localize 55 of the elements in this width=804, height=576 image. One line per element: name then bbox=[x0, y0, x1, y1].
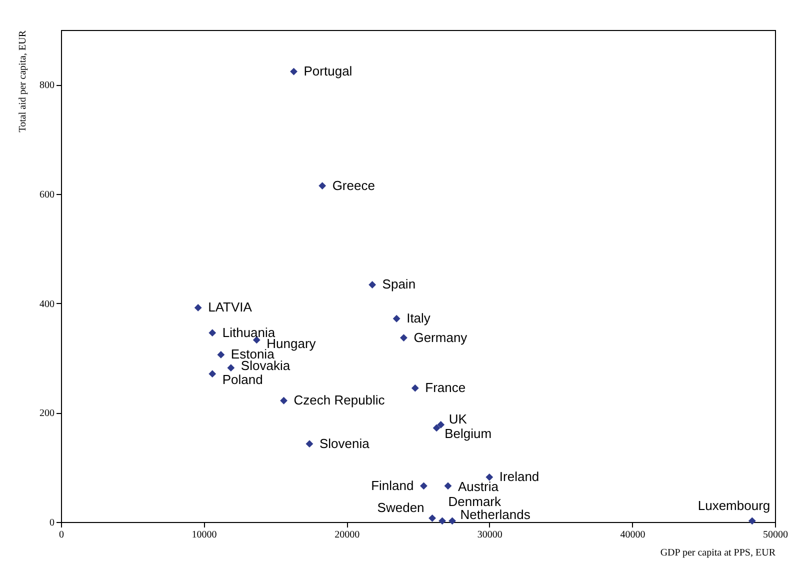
point bbox=[306, 440, 314, 448]
x-tick-label: 20000 bbox=[334, 530, 360, 540]
point bbox=[290, 68, 298, 76]
point bbox=[194, 304, 202, 312]
annotation: Lithuania bbox=[222, 324, 276, 340]
annotation: LATVIA bbox=[208, 300, 252, 315]
point bbox=[400, 334, 408, 342]
point bbox=[486, 473, 494, 481]
point bbox=[438, 517, 446, 525]
point bbox=[227, 364, 235, 372]
point bbox=[217, 351, 225, 358]
annotation: Poland bbox=[222, 372, 263, 387]
y-axis-title: Total aid per capita, EUR bbox=[18, 30, 28, 132]
x-axis-title: GDP per capita at PPS, EUR bbox=[660, 548, 776, 558]
point bbox=[428, 514, 436, 522]
point bbox=[208, 329, 216, 337]
point bbox=[748, 517, 756, 525]
x-tick-label: 50000 bbox=[763, 530, 788, 540]
annotation: Slovenia bbox=[319, 436, 370, 451]
y-tick-label: 400 bbox=[40, 298, 54, 310]
annotation: Denmark bbox=[448, 494, 502, 509]
point bbox=[318, 182, 326, 190]
point bbox=[280, 396, 288, 404]
annotation: France bbox=[425, 380, 466, 396]
annotation: Luxembourg bbox=[698, 498, 770, 513]
point bbox=[208, 370, 216, 378]
point bbox=[411, 384, 419, 392]
point bbox=[444, 482, 452, 490]
y-tick-label: 800 bbox=[40, 80, 54, 92]
annotation: UK bbox=[448, 412, 468, 427]
y-tick-label: 0 bbox=[50, 518, 54, 528]
x-tick-label: 30000 bbox=[477, 530, 502, 540]
annotation: Netherlands bbox=[460, 506, 531, 522]
x-tick-label: 40000 bbox=[620, 530, 646, 540]
annotation: Spain bbox=[382, 276, 416, 292]
point bbox=[392, 314, 400, 322]
annotation: Austria bbox=[458, 478, 500, 494]
annotation: Greece bbox=[332, 178, 375, 193]
annotation: Sweden bbox=[377, 500, 424, 516]
x-tick-label: 0 bbox=[59, 530, 64, 540]
point bbox=[448, 517, 456, 525]
y-tick-label: 600 bbox=[40, 190, 54, 200]
y-tick-label: 200 bbox=[40, 408, 54, 420]
x-tick-label: 10000 bbox=[192, 530, 217, 540]
annotation: Ireland bbox=[499, 469, 540, 484]
annotation: Portugal bbox=[304, 64, 352, 79]
point bbox=[368, 281, 376, 288]
annotation: Belgium bbox=[444, 426, 492, 441]
annotation: Italy bbox=[406, 310, 431, 326]
annotation: Czech Republic bbox=[294, 392, 386, 408]
point bbox=[437, 420, 445, 428]
point bbox=[432, 424, 440, 432]
annotation: Finland bbox=[371, 478, 414, 493]
annotation: Germany bbox=[414, 330, 468, 345]
point bbox=[420, 482, 428, 490]
